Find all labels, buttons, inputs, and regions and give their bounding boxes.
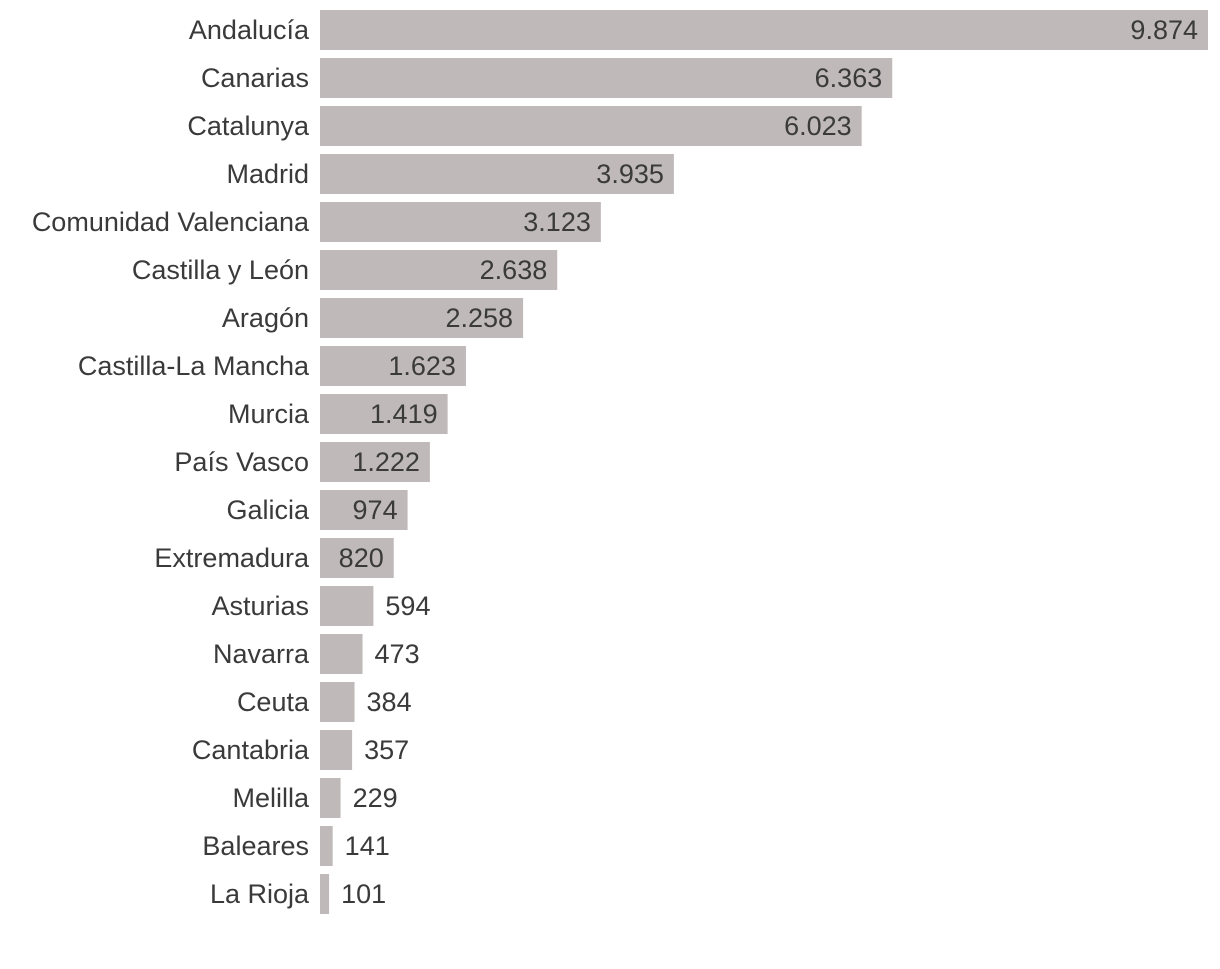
category-label: Ceuta (237, 687, 310, 717)
value-label: 3.123 (523, 207, 591, 237)
value-label: 1.623 (388, 351, 456, 381)
category-label: Canarias (201, 63, 309, 93)
bar (320, 730, 353, 770)
value-label: 229 (353, 783, 398, 813)
bar (320, 682, 355, 722)
bar (320, 490, 408, 530)
category-label: País Vasco (174, 447, 309, 477)
category-label: Cantabria (192, 735, 310, 765)
category-label: Extremadura (154, 543, 310, 573)
bar (320, 202, 601, 242)
value-label: 594 (385, 591, 430, 621)
value-label: 6.363 (815, 63, 883, 93)
value-label: 3.935 (596, 159, 664, 189)
bar (320, 586, 374, 626)
bar (320, 778, 341, 818)
category-label: Navarra (213, 639, 310, 669)
category-label: Baleares (202, 831, 309, 861)
value-label: 357 (364, 735, 409, 765)
value-label: 473 (375, 639, 420, 669)
category-label: Galicia (226, 495, 310, 525)
value-label: 6.023 (784, 111, 852, 141)
bar (320, 106, 862, 146)
bar (320, 58, 893, 98)
category-label: Comunidad Valenciana (32, 207, 310, 237)
bar (320, 826, 333, 866)
value-label: 1.419 (370, 399, 438, 429)
bar (320, 250, 558, 290)
value-label: 820 (339, 543, 384, 573)
category-label: Asturias (211, 591, 309, 621)
value-label: 9.874 (1130, 15, 1198, 45)
value-label: 141 (345, 831, 390, 861)
value-label: 2.258 (445, 303, 513, 333)
category-label: Andalucía (189, 15, 310, 45)
value-label: 101 (341, 879, 386, 909)
bar (320, 298, 524, 338)
category-label: Madrid (226, 159, 309, 189)
value-label: 384 (367, 687, 412, 717)
bar (320, 154, 674, 194)
category-label: La Rioja (210, 879, 310, 909)
value-label: 2.638 (480, 255, 548, 285)
bar (320, 538, 394, 578)
category-label: Catalunya (187, 111, 310, 141)
bar (320, 394, 448, 434)
bar (320, 346, 466, 386)
value-label: 974 (353, 495, 398, 525)
category-label: Murcia (228, 399, 310, 429)
category-label: Melilla (232, 783, 310, 813)
category-label: Castilla y León (132, 255, 309, 285)
bar (320, 442, 430, 482)
bar (320, 10, 1208, 50)
value-label: 1.222 (352, 447, 420, 477)
bar (320, 634, 363, 674)
category-label: Castilla-La Mancha (78, 351, 310, 381)
category-label: Aragón (222, 303, 309, 333)
bar (320, 874, 330, 914)
